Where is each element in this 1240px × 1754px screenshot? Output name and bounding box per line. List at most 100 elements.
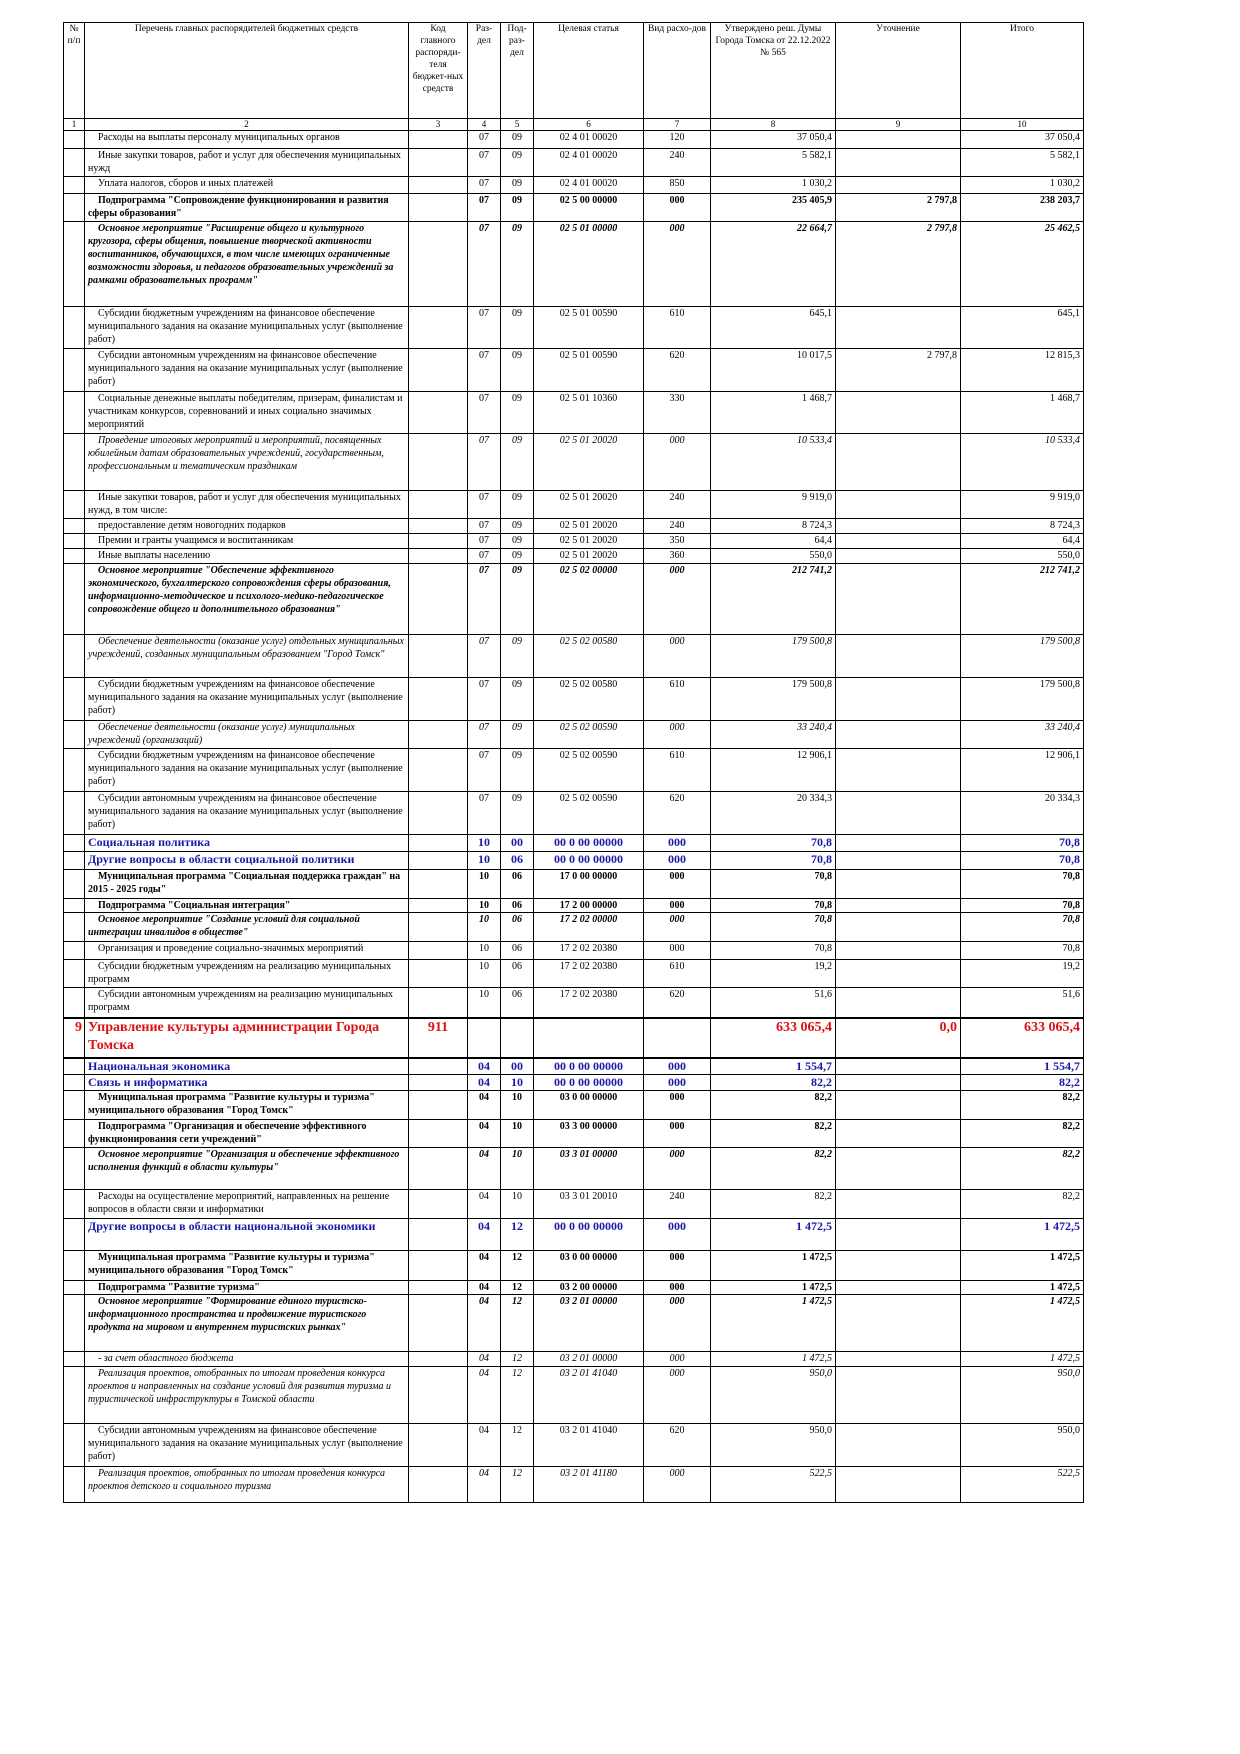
table-cell: 10 [467, 959, 501, 988]
header-row: № п/п Перечень главных распорядителей бюд… [63, 22, 1084, 119]
table-cell: Расходы на осуществление мероприятий, на… [84, 1188, 409, 1219]
table-cell: 06 [500, 912, 534, 942]
table-cell: 522,5 [710, 1465, 836, 1503]
table-cell: 000 [643, 720, 711, 749]
table-cell [835, 433, 961, 491]
table-cell: 70,8 [960, 941, 1084, 960]
table-cell [408, 851, 468, 870]
table-cell: 00 [500, 1057, 534, 1075]
table-cell: 179 500,8 [710, 634, 836, 678]
table-cell: 03 2 01 00000 [533, 1350, 644, 1367]
table-cell: 620 [643, 348, 711, 392]
table-cell: 000 [643, 1465, 711, 1503]
table-header: № п/п Перечень главных распорядителей бюд… [63, 22, 1084, 131]
table-cell: 550,0 [710, 548, 836, 564]
table-cell [63, 720, 85, 749]
table-cell: 20 334,3 [710, 791, 836, 835]
table-cell: 02 4 01 00020 [533, 176, 644, 194]
table-cell [835, 1057, 961, 1075]
table-cell [835, 1089, 961, 1120]
table-cell: 04 [467, 1146, 501, 1190]
column-number: 8 [710, 118, 836, 131]
table-cell: 5 582,1 [710, 148, 836, 177]
table-cell: 09 [500, 348, 534, 392]
table-cell: 02 4 01 00020 [533, 130, 644, 149]
table-row: Основное мероприятие "Организация и обес… [63, 1146, 1084, 1190]
table-cell: 04 [467, 1422, 501, 1467]
table-cell: 12 [500, 1293, 534, 1352]
table-cell: 2 797,8 [835, 348, 961, 392]
table-cell [835, 869, 961, 899]
table-cell [835, 1249, 961, 1281]
table-cell: 04 [467, 1217, 501, 1251]
table-cell: 10 [467, 869, 501, 899]
table-cell: Основное мероприятие "Формирование едино… [84, 1293, 409, 1352]
table-cell: 07 [467, 563, 501, 635]
table-cell: 17 2 00 00000 [533, 898, 644, 913]
table-cell [63, 1073, 85, 1091]
table-cell: Муниципальная программа "Развитие культу… [84, 1089, 409, 1120]
table-cell: 64,4 [710, 533, 836, 549]
table-cell: 000 [643, 869, 711, 899]
table-cell: 03 3 01 00000 [533, 1146, 644, 1190]
table-cell: 5 582,1 [960, 148, 1084, 177]
table-cell: 03 3 01 20010 [533, 1188, 644, 1219]
table-cell: 02 5 01 20020 [533, 518, 644, 534]
table-cell: 000 [643, 634, 711, 678]
table-row: Другие вопросы в области социальной поли… [63, 851, 1084, 870]
table-cell [835, 306, 961, 349]
table-cell: 1 472,5 [710, 1249, 836, 1281]
table-cell: 12 906,1 [710, 748, 836, 792]
table-cell [835, 941, 961, 960]
table-cell: Другие вопросы в области социальной поли… [84, 851, 409, 870]
table-cell: Иные закупки товаров, работ и услуг для … [84, 490, 409, 519]
table-cell: 02 5 01 00590 [533, 348, 644, 392]
table-cell [63, 1057, 85, 1075]
table-cell: Субсидии автономным учреждениям на финан… [84, 791, 409, 835]
table-cell: 07 [467, 518, 501, 534]
table-cell [408, 1118, 468, 1148]
table-cell [408, 176, 468, 194]
table-cell: Реализация проектов, отобранных по итога… [84, 1465, 409, 1503]
table-cell [835, 1293, 961, 1352]
table-cell: 09 [500, 720, 534, 749]
table-cell: 522,5 [960, 1465, 1084, 1503]
table-cell: Обеспечение деятельности (оказание услуг… [84, 634, 409, 678]
table-cell: 610 [643, 748, 711, 792]
table-cell [63, 1249, 85, 1281]
table-row: Основное мероприятие "Формирование едино… [63, 1293, 1084, 1352]
column-number: 1 [63, 118, 85, 131]
table-cell: 00 0 00 00000 [533, 1217, 644, 1251]
table-cell [63, 348, 85, 392]
table-cell: 1 030,2 [710, 176, 836, 194]
table-cell: 000 [643, 912, 711, 942]
table-cell [408, 1249, 468, 1281]
column-number: 7 [643, 118, 711, 131]
table-cell: 02 5 02 00580 [533, 634, 644, 678]
table-cell [835, 490, 961, 519]
table-cell: 70,8 [960, 834, 1084, 852]
table-cell: 02 5 01 20020 [533, 533, 644, 549]
table-cell [63, 548, 85, 564]
table-cell: 000 [643, 1146, 711, 1190]
table-cell: 03 0 00 00000 [533, 1089, 644, 1120]
table-cell: 000 [643, 1279, 711, 1295]
table-cell: 06 [500, 869, 534, 899]
table-cell [408, 748, 468, 792]
table-cell: Премии и гранты учащимся и воспитанникам [84, 533, 409, 549]
table-cell [408, 720, 468, 749]
column-number-row: 1 2 3 4 5 6 7 8 9 10 [63, 118, 1084, 131]
table-cell [408, 518, 468, 534]
table-cell: 10 [500, 1073, 534, 1091]
table-cell: 1 468,7 [710, 391, 836, 434]
table-cell: Субсидии бюджетным учреждениям на финанс… [84, 306, 409, 349]
table-cell: 04 [467, 1279, 501, 1295]
table-cell [835, 834, 961, 852]
table-cell: 620 [643, 791, 711, 835]
table-cell: 02 5 01 00000 [533, 221, 644, 307]
table-cell [408, 1188, 468, 1219]
table-cell: 09 [500, 130, 534, 149]
table-cell: Социальные денежные выплаты победителям,… [84, 391, 409, 434]
table-cell: Управление культуры администрации Города… [84, 1016, 409, 1059]
table-cell: 610 [643, 677, 711, 721]
